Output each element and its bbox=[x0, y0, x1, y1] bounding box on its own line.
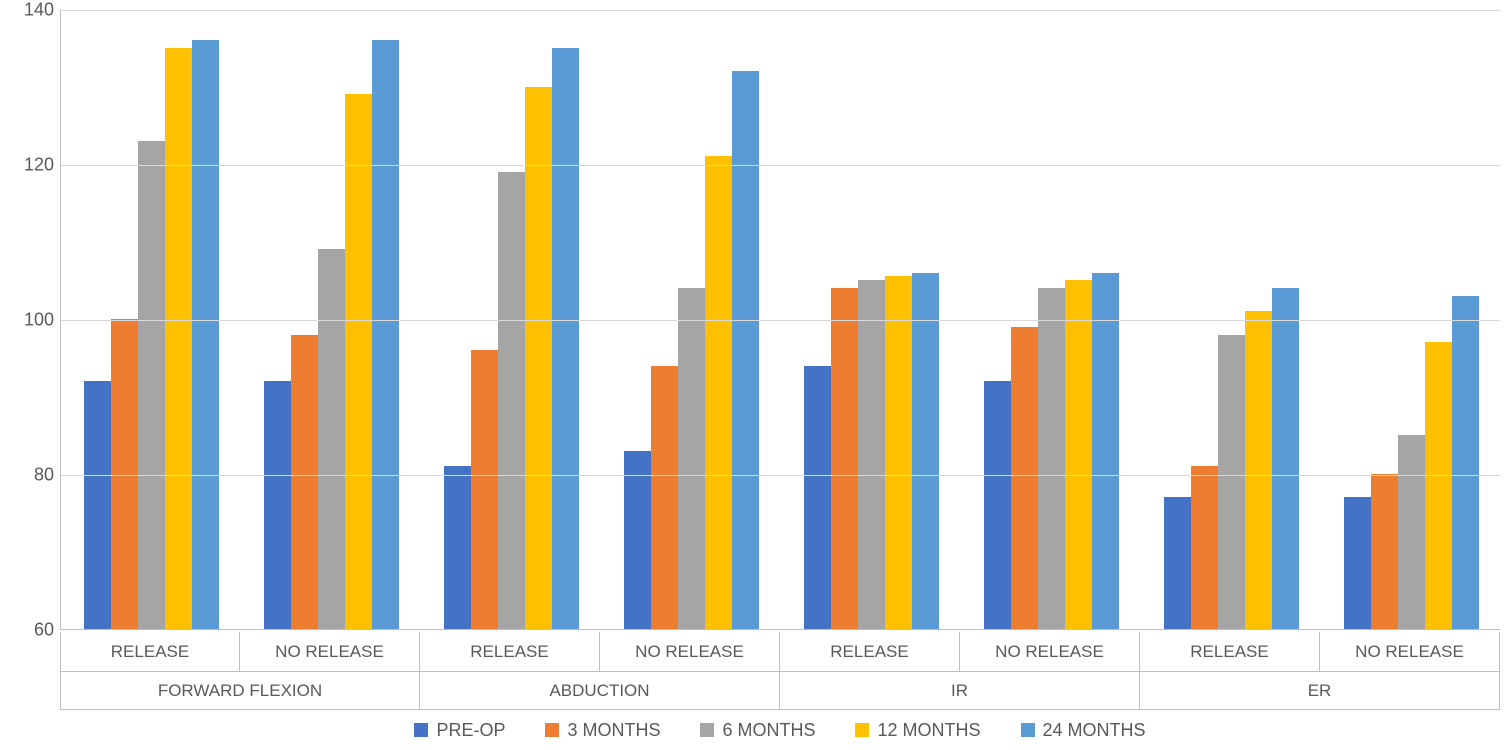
x-outer-label: ER bbox=[1140, 672, 1500, 710]
bar bbox=[1191, 466, 1218, 629]
bar bbox=[372, 40, 399, 629]
y-tick-label: 140 bbox=[24, 0, 54, 21]
bar bbox=[804, 366, 831, 630]
x-axis-inner: RELEASENO RELEASERELEASENO RELEASERELEAS… bbox=[60, 632, 1500, 672]
bar bbox=[1272, 288, 1299, 629]
bar bbox=[885, 276, 912, 629]
x-outer-label: FORWARD FLEXION bbox=[60, 672, 420, 710]
bar bbox=[912, 273, 939, 630]
bar bbox=[192, 40, 219, 629]
y-tick-label: 80 bbox=[34, 465, 54, 486]
legend-swatch bbox=[700, 723, 714, 737]
bar bbox=[678, 288, 705, 629]
bar bbox=[705, 156, 732, 629]
bar bbox=[1425, 342, 1452, 629]
bar bbox=[1065, 280, 1092, 629]
bar bbox=[264, 381, 291, 629]
x-inner-label: RELEASE bbox=[1140, 632, 1320, 672]
bar bbox=[471, 350, 498, 629]
x-inner-label: RELEASE bbox=[420, 632, 600, 672]
y-tick-label: 60 bbox=[34, 620, 54, 641]
x-outer-label: IR bbox=[780, 672, 1140, 710]
x-inner-label: NO RELEASE bbox=[240, 632, 420, 672]
bar bbox=[552, 48, 579, 629]
legend-item: PRE-OP bbox=[414, 720, 505, 741]
bar bbox=[345, 94, 372, 629]
bar bbox=[984, 381, 1011, 629]
gridline bbox=[61, 320, 1500, 321]
bar bbox=[1164, 497, 1191, 629]
legend-swatch bbox=[414, 723, 428, 737]
x-axis-outer: FORWARD FLEXIONABDUCTIONIRER bbox=[60, 672, 1500, 710]
bar bbox=[84, 381, 111, 629]
bar bbox=[651, 366, 678, 630]
plot-area bbox=[60, 10, 1500, 630]
y-tick-label: 120 bbox=[24, 155, 54, 176]
bar bbox=[165, 48, 192, 629]
gridline bbox=[61, 165, 1500, 166]
legend-swatch bbox=[855, 723, 869, 737]
legend-label: PRE-OP bbox=[436, 720, 505, 741]
x-inner-label: RELEASE bbox=[780, 632, 960, 672]
bar bbox=[1092, 273, 1119, 630]
legend-label: 24 MONTHS bbox=[1043, 720, 1146, 741]
bar bbox=[624, 451, 651, 629]
legend-label: 12 MONTHS bbox=[877, 720, 980, 741]
legend-swatch bbox=[545, 723, 559, 737]
bar bbox=[1011, 327, 1038, 629]
bar bbox=[291, 335, 318, 630]
x-inner-label: NO RELEASE bbox=[1320, 632, 1500, 672]
bar bbox=[1344, 497, 1371, 629]
legend-item: 6 MONTHS bbox=[700, 720, 815, 741]
bar bbox=[1038, 288, 1065, 629]
x-outer-label: ABDUCTION bbox=[420, 672, 780, 710]
legend-swatch bbox=[1021, 723, 1035, 737]
x-inner-label: NO RELEASE bbox=[960, 632, 1140, 672]
bar bbox=[444, 466, 471, 629]
x-inner-label: NO RELEASE bbox=[600, 632, 780, 672]
legend-item: 12 MONTHS bbox=[855, 720, 980, 741]
bar bbox=[318, 249, 345, 629]
bar bbox=[1245, 311, 1272, 629]
x-inner-label: RELEASE bbox=[60, 632, 240, 672]
legend-label: 6 MONTHS bbox=[722, 720, 815, 741]
bar bbox=[732, 71, 759, 629]
bar bbox=[1218, 335, 1245, 630]
bar bbox=[138, 141, 165, 629]
gridline bbox=[61, 475, 1500, 476]
legend-item: 3 MONTHS bbox=[545, 720, 660, 741]
y-tick-label: 100 bbox=[24, 310, 54, 331]
bar bbox=[1398, 435, 1425, 629]
bar bbox=[831, 288, 858, 629]
chart-container: 6080100120140 RELEASENO RELEASERELEASENO… bbox=[0, 0, 1512, 750]
gridline bbox=[61, 10, 1500, 11]
bar bbox=[498, 172, 525, 629]
legend-label: 3 MONTHS bbox=[567, 720, 660, 741]
bar bbox=[1452, 296, 1479, 629]
bar bbox=[111, 319, 138, 629]
bar bbox=[525, 87, 552, 630]
bar bbox=[858, 280, 885, 629]
legend-item: 24 MONTHS bbox=[1021, 720, 1146, 741]
bar bbox=[1371, 474, 1398, 629]
legend: PRE-OP 3 MONTHS 6 MONTHS 12 MONTHS 24 MONTHS bbox=[60, 712, 1500, 748]
